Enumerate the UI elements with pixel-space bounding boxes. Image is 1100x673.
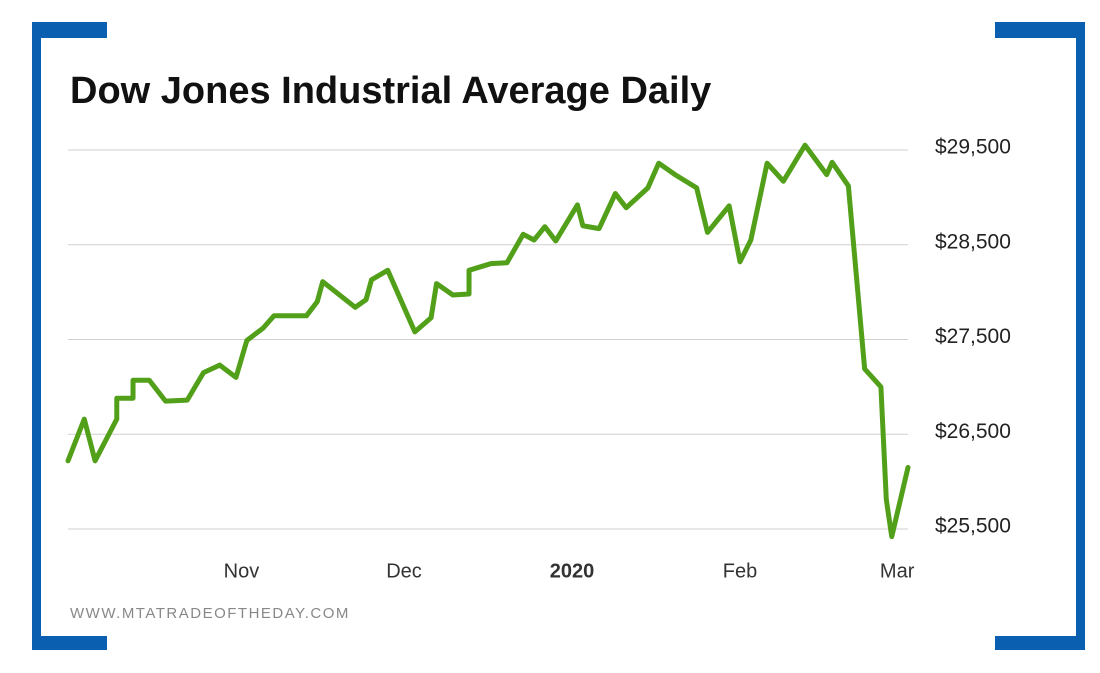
x-tick-label: 2020 xyxy=(550,560,595,582)
x-tick-label: Feb xyxy=(723,560,757,582)
bracket-right-top xyxy=(995,22,1085,38)
x-tick-label: Nov xyxy=(224,560,260,582)
line xyxy=(65,142,911,540)
bracket-left xyxy=(32,22,41,650)
footer: WWW.MTATRADEOFTHEDAY.COM xyxy=(70,605,350,622)
x-tick-label: Mar xyxy=(880,560,915,582)
bracket-left-top xyxy=(32,22,107,38)
y-tick-label: $28,500 xyxy=(935,230,1011,253)
y-tick-label: $27,500 xyxy=(935,325,1011,348)
bracket-right xyxy=(1076,22,1085,650)
frame xyxy=(32,22,1085,650)
bracket-left-bottom xyxy=(32,636,107,650)
y-tick-label: $25,500 xyxy=(935,515,1011,538)
y-tick-label: $26,500 xyxy=(935,420,1011,443)
y-tick-label: $29,500 xyxy=(935,136,1011,159)
bracket-right-bottom xyxy=(995,636,1085,650)
chart-title: Dow Jones Industrial Average Daily xyxy=(70,70,711,112)
x-tick-label: Dec xyxy=(386,560,422,582)
